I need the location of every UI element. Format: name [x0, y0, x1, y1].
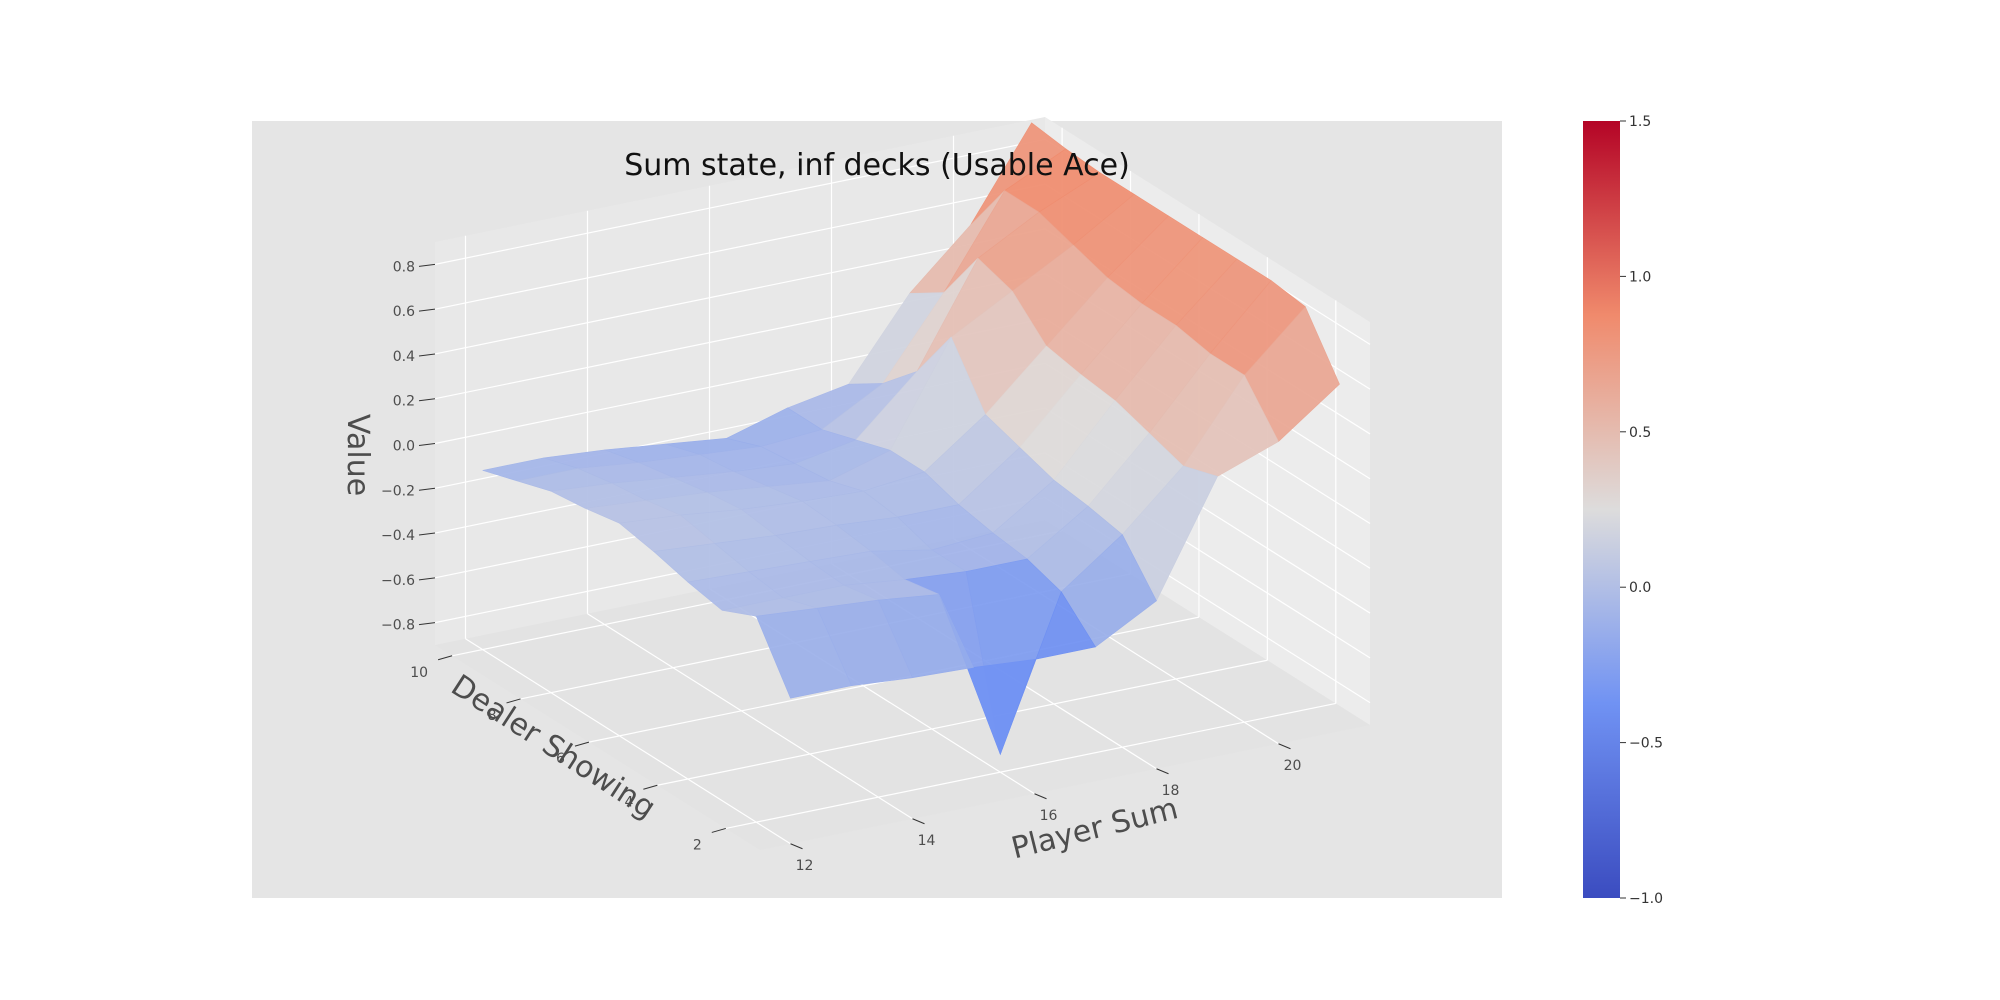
x-tick-mark — [1034, 793, 1047, 800]
y-tick-mark — [506, 698, 521, 704]
x-tick-mark — [1156, 768, 1169, 775]
surface-patch — [755, 607, 852, 699]
colorbar — [1583, 121, 1620, 898]
z-tick-mark — [418, 308, 436, 312]
grid-line — [434, 138, 1046, 265]
axis-ticks: 12 14 16 18 20 2 4 6 8 10 −0.8 −0.6 −0.4 −0.2 0.0 0.2 0.… — [381, 259, 1301, 873]
colorbar-tick-label: −1.0 — [1629, 891, 1663, 907]
z-tick-mark — [418, 443, 436, 446]
z-tick-mark — [418, 532, 436, 536]
y-tick-label: 2 — [693, 837, 702, 853]
chart-title: Sum state, inf decks (Usable Ace) — [624, 148, 1130, 183]
grid-line — [657, 659, 1268, 786]
z-tick-label: −0.8 — [381, 618, 415, 634]
colorbar-tick-label: 1.5 — [1629, 114, 1651, 130]
z-tick-label: 0.0 — [393, 439, 415, 455]
z-tick-mark — [418, 263, 436, 267]
z-tick-mark — [418, 487, 436, 491]
grid-line — [465, 638, 791, 845]
grid-line — [434, 183, 1046, 310]
value-surface — [482, 122, 1340, 756]
z-tick-mark — [418, 577, 436, 581]
y-tick-mark — [574, 741, 590, 747]
grid-line — [587, 613, 913, 820]
x-tick-label: 12 — [796, 858, 814, 874]
colorbar-tick-label: 1.0 — [1629, 269, 1651, 285]
grid-line — [725, 702, 1336, 830]
z-tick-mark — [418, 622, 436, 626]
x-tick-mark — [1278, 743, 1291, 750]
z-axis-label: Value — [340, 414, 375, 496]
z-tick-label: −0.4 — [381, 528, 415, 544]
x-tick-label: 14 — [918, 833, 936, 849]
z-tick-label: 0.8 — [393, 259, 415, 275]
y-tick-mark — [711, 827, 726, 833]
x-tick-mark — [790, 843, 803, 850]
colorbar-ticks: 1.5 1.0 0.5 0.0 −0.5 −1.0 — [1620, 114, 1663, 907]
z-tick-label: 0.2 — [393, 394, 415, 410]
z-tick-mark — [418, 353, 436, 357]
y-tick-label: 10 — [410, 665, 428, 681]
z-tick-label: 0.4 — [393, 349, 415, 365]
x-tick-label: 16 — [1040, 808, 1058, 824]
y-tick-mark — [437, 655, 453, 661]
x-tick-label: 18 — [1162, 783, 1180, 799]
x-tick-label: 20 — [1284, 758, 1302, 774]
y-tick-mark — [643, 784, 658, 790]
colorbar-tick-label: 0.0 — [1629, 580, 1651, 596]
y-tick-label: 4 — [624, 794, 633, 810]
z-tick-label: −0.6 — [381, 573, 415, 589]
grid-line — [434, 228, 1046, 355]
colorbar-tick-label: −0.5 — [1629, 736, 1663, 752]
colorbar-tick-label: 0.5 — [1629, 425, 1651, 441]
z-tick-mark — [418, 398, 436, 402]
z-tick-label: −0.2 — [381, 483, 415, 499]
y-tick-label: 8 — [488, 708, 497, 724]
z-tick-label: 0.6 — [393, 304, 415, 320]
x-tick-mark — [912, 818, 925, 825]
y-tick-label: 6 — [556, 751, 565, 767]
